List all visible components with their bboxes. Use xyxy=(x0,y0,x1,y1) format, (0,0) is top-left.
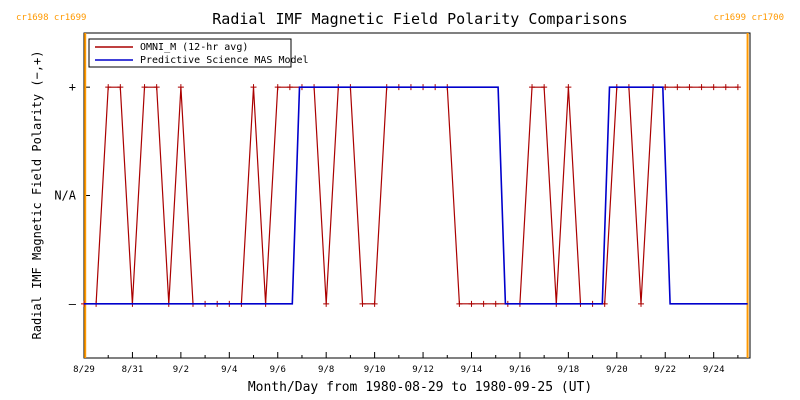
data-point xyxy=(698,84,705,91)
legend-label-mas: Predictive Science MAS Model xyxy=(140,55,309,66)
x-tick-label: 8/31 xyxy=(122,365,144,375)
data-point xyxy=(686,84,693,91)
y-tick-label: + xyxy=(69,80,76,94)
data-point xyxy=(710,84,717,91)
x-tick-label: 9/6 xyxy=(270,365,286,375)
chart-marks: 8/29 8/31 9/2 9/4 9/6 9/8 9/10 9/12 9/14 9/16 9/18… xyxy=(16,13,784,375)
data-point xyxy=(565,84,572,91)
data-point xyxy=(153,84,160,91)
y-tick-label: – xyxy=(69,297,77,311)
data-point xyxy=(529,84,536,91)
x-tick-label: 9/22 xyxy=(654,365,676,375)
x-tick-label: 9/24 xyxy=(703,365,725,375)
data-point xyxy=(141,84,148,91)
data-point xyxy=(117,84,124,91)
data-point xyxy=(638,300,645,307)
data-point xyxy=(371,300,378,307)
data-point xyxy=(250,84,257,91)
series-line-omni xyxy=(84,86,738,305)
data-point xyxy=(722,84,729,91)
data-point xyxy=(468,300,475,307)
series-line-mas xyxy=(84,86,748,305)
data-point xyxy=(541,84,548,91)
x-tick-label: 8/29 xyxy=(73,365,95,375)
data-point xyxy=(734,84,741,91)
data-point xyxy=(674,84,681,91)
x-tick-label: 9/4 xyxy=(221,365,237,375)
legend-box xyxy=(88,38,292,68)
data-point xyxy=(456,300,463,307)
x-tick-label: 9/8 xyxy=(318,365,334,375)
x-tick-label: 9/20 xyxy=(606,365,628,375)
data-point xyxy=(274,84,281,91)
x-axis-label: Month/Day from 1980-08-29 to 1980-09-25 … xyxy=(248,380,592,395)
data-point xyxy=(177,84,184,91)
data-point xyxy=(286,84,293,91)
carrington-label: cr1699 cr1700 xyxy=(714,13,784,23)
data-point xyxy=(359,300,366,307)
x-tick-label: 9/14 xyxy=(461,365,483,375)
x-tick-label: 9/18 xyxy=(558,365,580,375)
data-point xyxy=(105,84,112,91)
data-point xyxy=(323,300,330,307)
carrington-label: cr1698 cr1699 xyxy=(16,13,86,23)
x-tick-label: 9/12 xyxy=(412,365,434,375)
plot-frame xyxy=(83,32,751,359)
x-tick-label: 9/16 xyxy=(509,365,531,375)
data-point xyxy=(492,300,499,307)
y-tick-label: N/A xyxy=(54,189,76,203)
chart-title: Radial IMF Magnetic Field Polarity Compa… xyxy=(212,10,627,28)
legend-label-omni: OMNI_M (12-hr avg) xyxy=(140,42,248,53)
legend: OMNI_M (12-hr avg) Predictive Science MA… xyxy=(88,38,309,68)
x-tick-label: 9/2 xyxy=(173,365,189,375)
x-tick-label: 9/10 xyxy=(364,365,386,375)
data-point xyxy=(480,300,487,307)
y-axis-label: Radial IMF Magnetic Field Polarity (−,+) xyxy=(30,51,44,340)
